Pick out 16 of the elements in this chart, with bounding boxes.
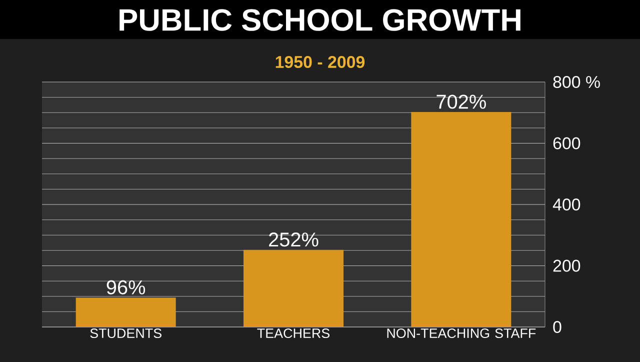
- y-tick-label: 400: [552, 198, 580, 211]
- data-label: 96%: [106, 280, 146, 294]
- chart-subtitle: 1950 - 2009: [276, 56, 365, 68]
- data-label: 702%: [436, 94, 486, 109]
- x-tick-label: TEACHERS: [257, 328, 330, 338]
- x-tick-label: NON-TEACHING STAFF: [387, 328, 536, 338]
- y-tick-label: 600: [553, 137, 580, 150]
- bar: [411, 112, 512, 327]
- chart-title: PUBLIC SCHOOL GROWTH: [120, 9, 520, 31]
- y-tick-label: 0: [553, 321, 562, 333]
- y-tick-label: 200: [553, 260, 580, 272]
- data-label: 252%: [269, 232, 318, 247]
- x-tick-label: STUDENTS: [90, 328, 162, 338]
- y-tick-label: 800 %: [553, 76, 600, 88]
- bar: [76, 298, 176, 327]
- bar: [244, 250, 344, 327]
